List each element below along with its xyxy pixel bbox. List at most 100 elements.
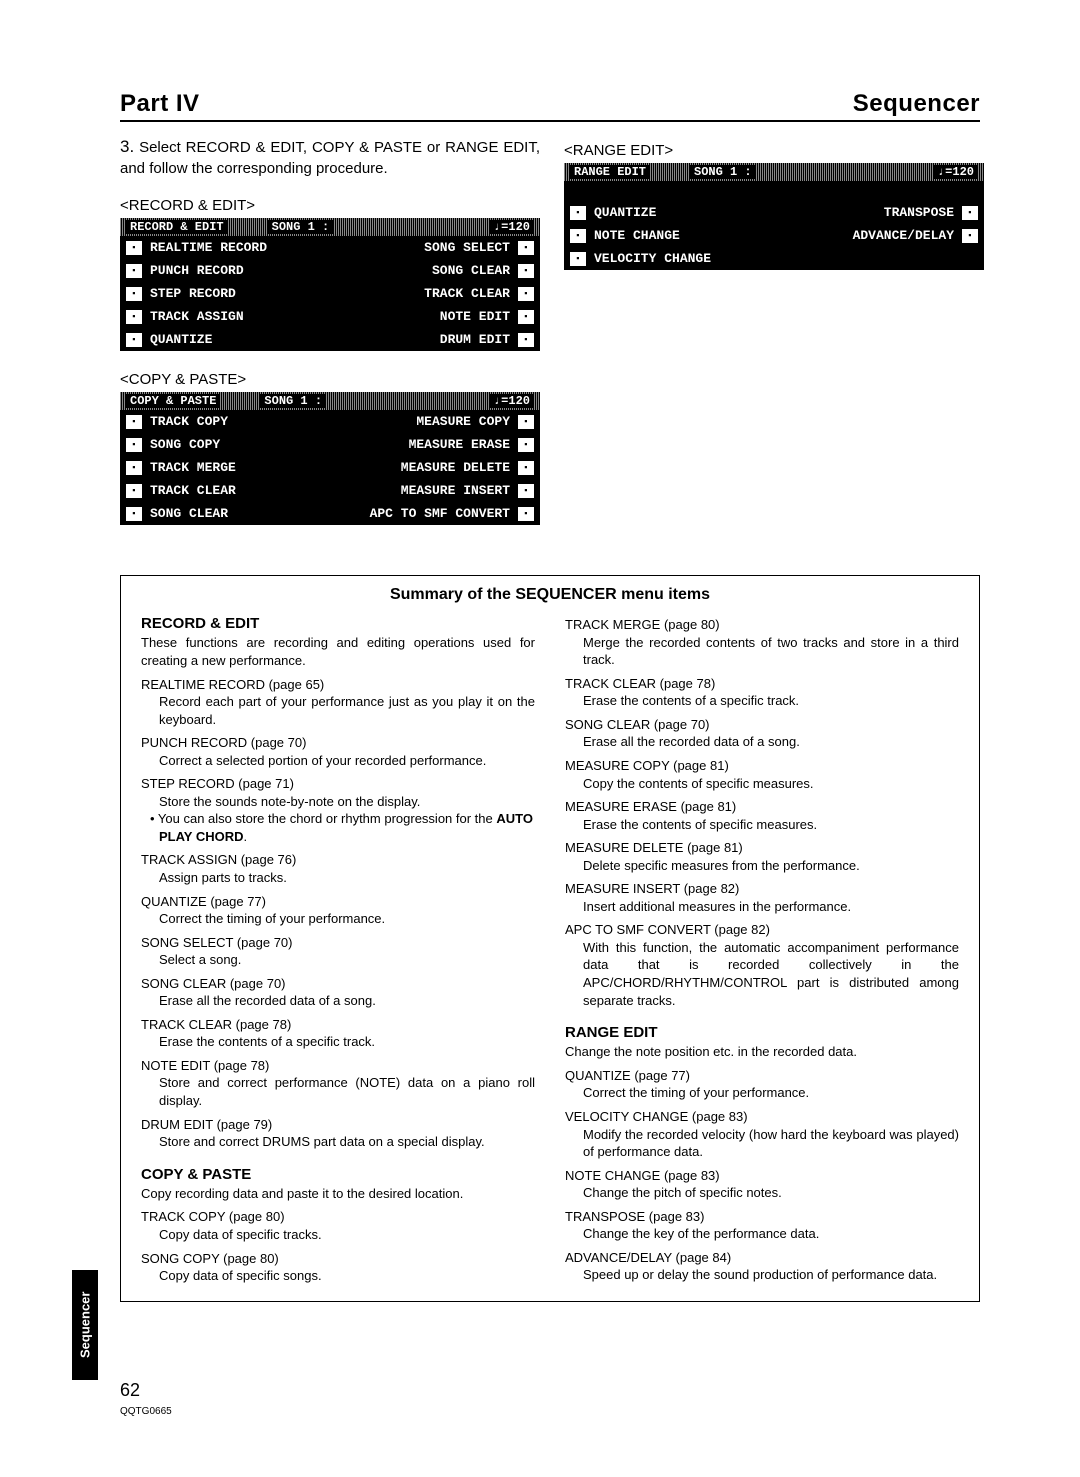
lcd-row: ▪STEP RECORDTRACK CLEAR▪ xyxy=(120,282,540,305)
menu-icon: ▪ xyxy=(570,252,586,266)
item-head: VELOCITY CHANGE (page 83) xyxy=(565,1108,959,1126)
lcd-row: ▪SONG CLEARAPC TO SMF CONVERT▪ xyxy=(120,502,540,525)
item-body: Store and correct performance (NOTE) dat… xyxy=(141,1074,535,1109)
menu-icon: ▪ xyxy=(126,287,142,301)
item-body: Copy data of specific tracks. xyxy=(141,1226,535,1244)
lcd-row: ▪PUNCH RECORDSONG CLEAR▪ xyxy=(120,259,540,282)
item-head: PUNCH RECORD (page 70) xyxy=(141,734,535,752)
lcd-row: ▪TRACK ASSIGNNOTE EDIT▪ xyxy=(120,305,540,328)
lcd-row: ▪QUANTIZETRANSPOSE▪ xyxy=(564,201,984,224)
item-head: MEASURE DELETE (page 81) xyxy=(565,839,959,857)
menu-icon: ▪ xyxy=(518,507,534,521)
menu-icon: ▪ xyxy=(518,484,534,498)
menu-icon: ▪ xyxy=(962,229,978,243)
menu-icon: ▪ xyxy=(518,438,534,452)
item-body: Insert additional measures in the perfor… xyxy=(565,898,959,916)
item-body: Change the key of the performance data. xyxy=(565,1225,959,1243)
item-body: Store the sounds note-by-note on the dis… xyxy=(141,793,535,811)
item-head: SONG SELECT (page 70) xyxy=(141,934,535,952)
item-head: NOTE EDIT (page 78) xyxy=(141,1057,535,1075)
side-tab: Sequencer xyxy=(72,1270,98,1380)
lcd-row: ▪REALTIME RECORDSONG SELECT▪ xyxy=(120,236,540,259)
menu-icon: ▪ xyxy=(126,438,142,452)
menu-icon: ▪ xyxy=(518,310,534,324)
item-body: Correct the timing of your performance. xyxy=(141,910,535,928)
item-head: REALTIME RECORD (page 65) xyxy=(141,676,535,694)
item-head: QUANTIZE (page 77) xyxy=(141,893,535,911)
item-body: Select a song. xyxy=(141,951,535,969)
item-head: TRANSPOSE (page 83) xyxy=(565,1208,959,1226)
menu-icon: ▪ xyxy=(126,333,142,347)
item-head: APC TO SMF CONVERT (page 82) xyxy=(565,921,959,939)
item-head: TRACK CLEAR (page 78) xyxy=(141,1016,535,1034)
item-body: Change the pitch of specific notes. xyxy=(565,1184,959,1202)
lcd-row: ▪TRACK CLEARMEASURE INSERT▪ xyxy=(120,479,540,502)
item-body: Erase the contents of a specific track. xyxy=(141,1033,535,1051)
item-head: TRACK COPY (page 80) xyxy=(141,1208,535,1226)
item-body: Erase all the recorded data of a song. xyxy=(565,733,959,751)
item-body: Merge the recorded contents of two track… xyxy=(565,634,959,669)
item-head: STEP RECORD (page 71) xyxy=(141,775,535,793)
lcd-row: ▪TRACK COPYMEASURE COPY▪ xyxy=(120,410,540,433)
menu-icon: ▪ xyxy=(126,461,142,475)
item-body: Speed up or delay the sound production o… xyxy=(565,1266,959,1284)
step-3: 3. Select RECORD & EDIT, COPY & PASTE or… xyxy=(120,136,540,179)
menu-icon: ▪ xyxy=(518,241,534,255)
page-footer: 62 QQTG0665 xyxy=(120,1380,172,1417)
item-body: Erase the contents of a specific track. xyxy=(565,692,959,710)
menu-icon: ▪ xyxy=(518,461,534,475)
item-body: With this function, the automatic accomp… xyxy=(565,939,959,1009)
item-head: SONG CLEAR (page 70) xyxy=(141,975,535,993)
menu-icon: ▪ xyxy=(126,241,142,255)
menu-icon: ▪ xyxy=(570,229,586,243)
item-body: Delete specific measures from the perfor… xyxy=(565,857,959,875)
page-header: Part IV Sequencer xyxy=(120,90,980,122)
item-body: Copy the contents of specific measures. xyxy=(565,775,959,793)
item-head: MEASURE ERASE (page 81) xyxy=(565,798,959,816)
menu-icon: ▪ xyxy=(962,206,978,220)
menu-icon: ▪ xyxy=(126,507,142,521)
menu-icon: ▪ xyxy=(518,264,534,278)
item-body: Modify the recorded velocity (how hard t… xyxy=(565,1126,959,1161)
item-body: Erase the contents of specific measures. xyxy=(565,816,959,834)
menu-icon: ▪ xyxy=(126,310,142,324)
item-body: Erase all the recorded data of a song. xyxy=(141,992,535,1010)
menu-icon: ▪ xyxy=(518,415,534,429)
item-head: MEASURE COPY (page 81) xyxy=(565,757,959,775)
menu-icon: ▪ xyxy=(126,484,142,498)
range-edit-screen: RANGE EDIT SONG 1 : ♩=120 ▪QUANTIZETRANS… xyxy=(564,163,984,270)
item-head: DRUM EDIT (page 79) xyxy=(141,1116,535,1134)
record-edit-label: <RECORD & EDIT> xyxy=(120,197,540,214)
item-body: Assign parts to tracks. xyxy=(141,869,535,887)
lcd-row: ▪SONG COPYMEASURE ERASE▪ xyxy=(120,433,540,456)
item-head: TRACK ASSIGN (page 76) xyxy=(141,851,535,869)
menu-icon: ▪ xyxy=(126,415,142,429)
item-head: SONG CLEAR (page 70) xyxy=(565,716,959,734)
menu-icon: ▪ xyxy=(570,206,586,220)
item-head: SONG COPY (page 80) xyxy=(141,1250,535,1268)
item-head: QUANTIZE (page 77) xyxy=(565,1067,959,1085)
lcd-row: ▪QUANTIZEDRUM EDIT▪ xyxy=(120,328,540,351)
summary-box: Summary of the SEQUENCER menu items RECO… xyxy=(120,575,980,1301)
item-head: MEASURE INSERT (page 82) xyxy=(565,880,959,898)
header-right: Sequencer xyxy=(853,90,980,118)
menu-icon: ▪ xyxy=(126,264,142,278)
item-head: TRACK CLEAR (page 78) xyxy=(565,675,959,693)
item-head: ADVANCE/DELAY (page 84) xyxy=(565,1249,959,1267)
record-edit-screen: RECORD & EDIT SONG 1 : ♩=120 ▪REALTIME R… xyxy=(120,218,540,351)
summary-title: Summary of the SEQUENCER menu items xyxy=(141,586,959,604)
item-body: Store and correct DRUMS part data on a s… xyxy=(141,1133,535,1151)
lcd-row: ▪VELOCITY CHANGE xyxy=(564,247,984,270)
item-head: TRACK MERGE (page 80) xyxy=(565,616,959,634)
item-body: Copy data of specific songs. xyxy=(141,1267,535,1285)
range-edit-label: <RANGE EDIT> xyxy=(564,142,984,159)
item-body: Correct the timing of your performance. xyxy=(565,1084,959,1102)
header-left: Part IV xyxy=(120,90,200,118)
summary-right-col: TRACK MERGE (page 80)Merge the recorded … xyxy=(565,610,959,1284)
menu-icon: ▪ xyxy=(518,333,534,347)
copy-paste-screen: COPY & PASTE SONG 1 : ♩=120 ▪TRACK COPYM… xyxy=(120,392,540,525)
item-head: NOTE CHANGE (page 83) xyxy=(565,1167,959,1185)
item-body: Correct a selected portion of your recor… xyxy=(141,752,535,770)
item-body: Record each part of your performance jus… xyxy=(141,693,535,728)
copy-paste-label: <COPY & PASTE> xyxy=(120,371,540,388)
